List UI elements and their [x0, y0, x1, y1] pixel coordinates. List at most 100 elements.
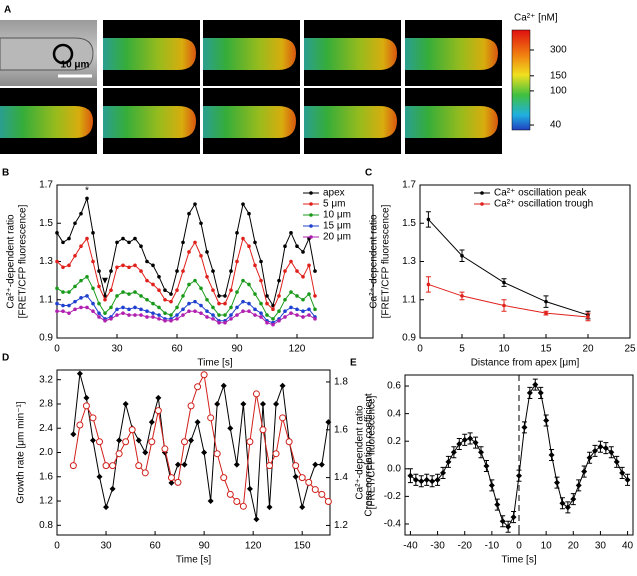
data-point — [313, 317, 317, 321]
data-point — [168, 479, 175, 486]
data-point — [103, 297, 107, 302]
data-point — [79, 278, 83, 283]
data-point — [456, 440, 463, 447]
data-point — [241, 299, 245, 304]
data-point — [554, 479, 560, 486]
frame-time: 51s — [177, 93, 194, 104]
data-point — [619, 469, 626, 476]
colorbar — [511, 29, 531, 131]
data-point — [157, 275, 161, 279]
data-point — [103, 318, 107, 323]
data-point — [548, 452, 555, 458]
data-point — [324, 498, 332, 506]
pollen-tube — [304, 106, 397, 138]
y-axis-label: [FRET/CFP fluorescence] — [18, 204, 29, 318]
data-point — [220, 474, 228, 482]
data-point — [142, 449, 149, 456]
data-point — [151, 301, 155, 306]
data-point — [187, 301, 191, 306]
data-point — [133, 305, 137, 310]
roi-circle — [52, 43, 74, 65]
data-point — [139, 244, 143, 248]
data-point — [207, 414, 215, 422]
data-point — [96, 438, 104, 446]
data-point — [311, 486, 319, 494]
x-axis-label: Time [s] — [501, 555, 536, 566]
data-point — [259, 278, 263, 283]
data-point — [109, 305, 113, 310]
legend-label: Ca²⁺ oscillation trough — [494, 199, 593, 210]
data-point — [312, 461, 319, 468]
data-point — [91, 231, 95, 235]
data-point — [544, 299, 548, 304]
data-point — [253, 240, 257, 245]
data-point — [586, 315, 590, 319]
data-point — [122, 400, 129, 407]
legend-label: apex — [323, 188, 345, 199]
y-axis-label: Ca²⁺-dependent ratio — [369, 214, 380, 309]
data-point — [253, 313, 257, 317]
data-point — [205, 315, 209, 319]
data-point — [445, 458, 452, 465]
data-point — [148, 438, 156, 446]
data-point — [73, 284, 77, 289]
series-line — [428, 283, 589, 318]
data-point — [193, 278, 197, 283]
data-point — [570, 496, 577, 503]
scale-bar-label: 10 μm — [61, 60, 90, 71]
data-point — [97, 269, 101, 273]
data-point — [521, 424, 528, 431]
frame-time: 24s — [479, 25, 496, 36]
data-point — [69, 462, 77, 470]
data-point — [272, 450, 280, 458]
data-point — [85, 236, 89, 241]
x-axis-label: Time [s] — [197, 358, 232, 369]
data-point — [235, 231, 239, 235]
data-point — [418, 478, 425, 485]
data-point — [624, 476, 631, 483]
legend-label: 10 μm — [323, 210, 351, 221]
y2-tick-label: 1.6 — [334, 424, 348, 435]
data-point — [211, 269, 215, 273]
data-point — [223, 320, 227, 325]
data-point — [467, 435, 474, 442]
data-point — [175, 269, 179, 273]
pollen-tube — [203, 106, 296, 138]
y-tick-label: 1.1 — [39, 294, 53, 305]
data-point — [145, 278, 149, 283]
data-point — [163, 288, 167, 292]
annotation: * — [85, 185, 89, 196]
data-point — [205, 275, 209, 279]
y-tick-label: 3.2 — [39, 374, 53, 385]
data-point — [187, 282, 191, 287]
data-point — [135, 462, 143, 470]
data-point — [265, 294, 269, 298]
data-point — [181, 307, 185, 312]
data-point — [145, 309, 149, 314]
y-tick-label: 1.2 — [39, 496, 53, 507]
data-point — [277, 318, 281, 323]
data-point — [145, 259, 149, 264]
data-point — [79, 296, 83, 300]
data-point — [295, 307, 299, 312]
x-tick-label: -40 — [403, 541, 418, 552]
data-point — [115, 240, 119, 245]
data-point — [299, 504, 306, 511]
data-point — [193, 299, 197, 304]
data-point — [157, 288, 161, 292]
data-point — [187, 250, 191, 254]
data-point — [163, 311, 167, 315]
data-point — [305, 478, 313, 486]
y-tick-label: 1.3 — [39, 256, 53, 267]
data-point — [205, 297, 209, 302]
data-point — [207, 498, 214, 505]
data-point — [318, 461, 325, 468]
data-point — [223, 313, 227, 317]
y-tick-label: 0.9 — [402, 333, 416, 344]
data-point — [407, 472, 414, 479]
data-point — [247, 309, 251, 314]
data-point — [233, 498, 241, 506]
data-point — [73, 221, 77, 226]
data-point — [169, 318, 173, 323]
data-point — [289, 305, 293, 310]
